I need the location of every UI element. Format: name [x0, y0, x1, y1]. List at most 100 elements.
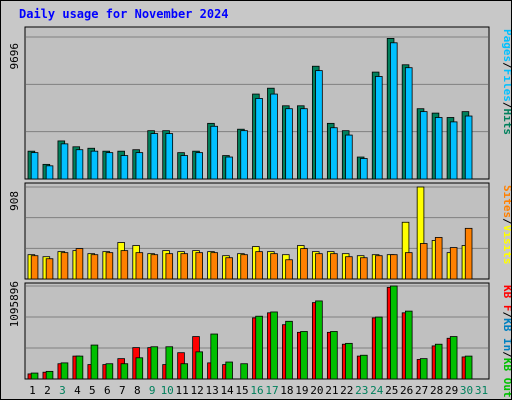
bar-sites-24	[375, 255, 383, 280]
bar-files-29	[449, 121, 458, 180]
legend-hits-files-pages: Pages/Files/Hits	[501, 29, 511, 135]
bar-files-28	[434, 117, 443, 180]
bar-kb-out-9	[150, 346, 159, 380]
bar-sites-30	[464, 227, 473, 280]
bar-files-13	[210, 125, 218, 180]
legend-entry-kbytes-1: /	[501, 312, 511, 319]
x-tick-label-21: 21	[325, 384, 338, 397]
bar-files-22	[345, 134, 353, 180]
bar-files-30	[464, 115, 473, 180]
legend-entry-kbytes-4: KB Out	[501, 358, 511, 398]
bar-kb-out-17	[270, 311, 278, 380]
x-tick-label-26: 26	[400, 384, 413, 397]
legend-entry-hits-files-pages-4: Hits	[501, 109, 511, 136]
bar-kb-out-18	[285, 320, 293, 380]
x-tick-label-4: 4	[74, 384, 81, 397]
x-tick-label-2: 2	[44, 384, 51, 397]
bar-files-7	[120, 155, 129, 180]
bar-files-3	[60, 143, 69, 180]
bar-kb-out-22	[345, 342, 353, 380]
bar-sites-5	[90, 254, 99, 280]
y-max-label-hits-files-pages: 9696	[8, 43, 21, 70]
x-tick-label-16: 16	[250, 384, 263, 397]
x-tick-label-10: 10	[161, 384, 174, 397]
legend-entry-visits-sites-2: Visits	[501, 225, 511, 265]
x-tick-label-3: 3	[59, 384, 66, 397]
bar-files-11	[180, 155, 189, 180]
bar-kb-out-25	[390, 285, 398, 380]
bar-kb-out-6	[105, 363, 114, 380]
bar-kb-out-16	[255, 315, 263, 380]
bar-files-20	[315, 70, 323, 180]
bar-sites-20	[315, 253, 323, 280]
bar-files-16	[255, 98, 263, 180]
x-tick-label-12: 12	[191, 384, 204, 397]
x-tick-label-25: 25	[385, 384, 398, 397]
bar-sites-15	[240, 254, 248, 280]
x-tick-label-24: 24	[370, 384, 384, 397]
legend-entry-kbytes-0: KB F	[501, 285, 511, 312]
legend-entry-visits-sites-0: Sites	[501, 185, 511, 218]
x-tick-label-17: 17	[265, 384, 278, 397]
bar-kb-out-11	[180, 363, 189, 380]
bar-kb-out-13	[210, 333, 218, 380]
bar-sites-18	[285, 259, 293, 280]
bar-sites-9	[150, 254, 159, 280]
bar-files-26	[404, 67, 413, 180]
y-max-label-visits-sites: 908	[8, 191, 21, 211]
bar-sites-21	[330, 253, 338, 280]
bar-sites-11	[180, 253, 189, 280]
x-tick-label-8: 8	[134, 384, 141, 397]
bar-sites-28	[434, 237, 443, 280]
bar-kb-out-7	[120, 363, 129, 380]
bar-sites-4	[75, 248, 84, 280]
bar-files-4	[75, 149, 84, 180]
bar-files-17	[270, 93, 278, 180]
legend-entry-hits-files-pages-3: /	[501, 102, 511, 109]
bar-kb-out-21	[330, 331, 338, 380]
bar-sites-17	[270, 253, 278, 280]
x-tick-label-20: 20	[310, 384, 323, 397]
bar-sites-7	[120, 250, 129, 280]
x-tick-label-15: 15	[235, 384, 248, 397]
bar-files-15	[240, 130, 248, 180]
bar-sites-26	[404, 252, 413, 280]
bar-files-1	[30, 152, 39, 180]
x-tick-label-1: 1	[29, 384, 36, 397]
bar-sites-2	[45, 258, 54, 280]
bar-files-23	[360, 158, 368, 180]
bar-sites-29	[449, 247, 458, 280]
x-tick-label-28: 28	[430, 384, 443, 397]
bar-kb-out-24	[375, 316, 383, 380]
bar-files-27	[419, 111, 428, 180]
x-tick-label-22: 22	[340, 384, 353, 397]
legend-entry-hits-files-pages-0: Pages	[501, 29, 511, 62]
bar-files-12	[195, 152, 203, 180]
x-tick-label-11: 11	[176, 384, 189, 397]
bar-sites-1	[30, 255, 39, 280]
legend-entry-kbytes-3: /	[501, 351, 511, 358]
bar-files-5	[90, 150, 99, 180]
chart-title: Daily usage for November 2024	[19, 7, 229, 21]
bar-sites-6	[105, 252, 114, 280]
bar-files-21	[330, 127, 338, 180]
bar-sites-12	[195, 252, 203, 280]
bar-kb-out-14	[225, 361, 233, 380]
x-tick-label-19: 19	[295, 384, 308, 397]
bar-kb-out-28	[434, 343, 443, 380]
bar-kb-out-2	[45, 370, 54, 380]
bar-sites-27	[419, 243, 428, 280]
bar-files-14	[225, 156, 233, 180]
bar-sites-22	[345, 256, 353, 280]
bar-files-18	[285, 108, 293, 180]
bar-kb-out-27	[419, 358, 428, 380]
x-tick-label-5: 5	[89, 384, 96, 397]
x-tick-label-13: 13	[205, 384, 218, 397]
bar-kb-out-20	[315, 300, 323, 380]
x-tick-label-23: 23	[355, 384, 368, 397]
x-tick-label-30: 30	[460, 384, 473, 397]
bar-kb-out-3	[60, 362, 69, 380]
bar-kb-out-19	[300, 331, 308, 380]
bar-kb-out-1	[30, 372, 39, 380]
bar-files-6	[105, 152, 114, 180]
